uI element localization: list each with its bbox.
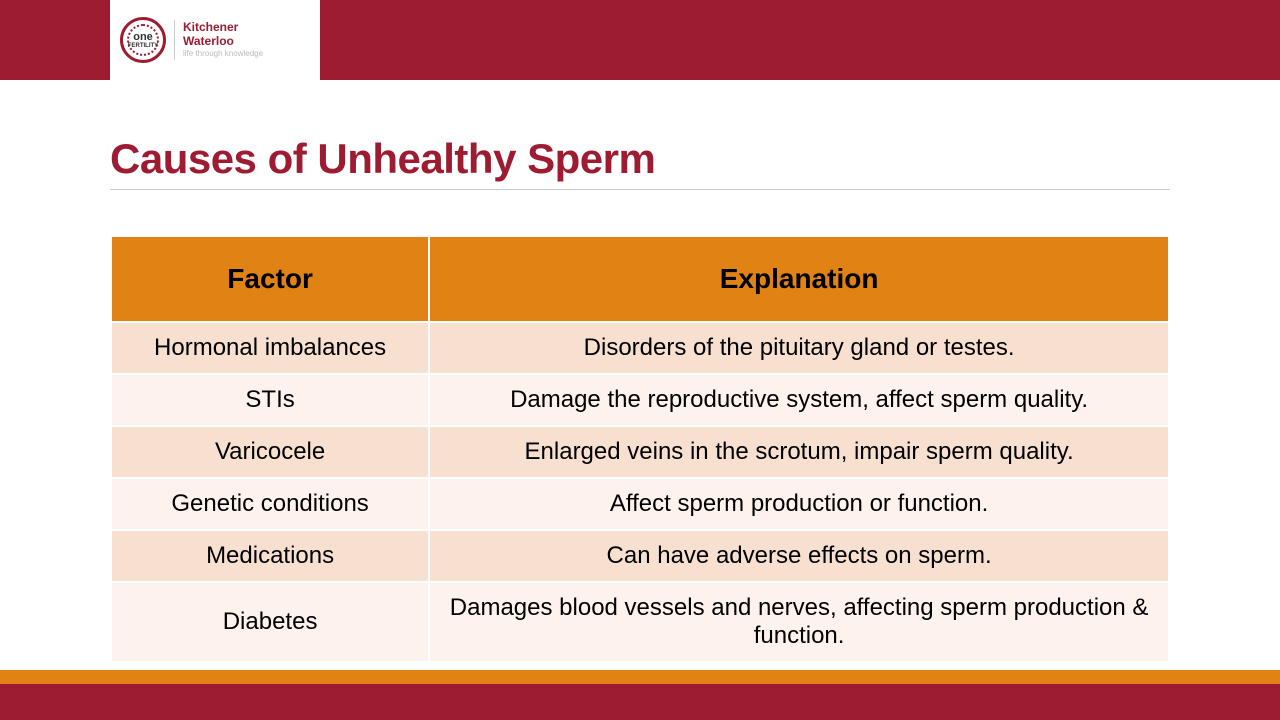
logo-right: Kitchener Waterloo life through knowledg…	[183, 21, 263, 58]
logo-location-2: Waterloo	[183, 35, 263, 48]
logo-inner-icon: one FERTILITY	[127, 24, 159, 56]
logo-circle-icon: one FERTILITY	[120, 17, 166, 63]
col-header-factor: Factor	[112, 237, 428, 321]
cell-explanation: Disorders of the pituitary gland or test…	[430, 323, 1168, 373]
logo-main: one	[133, 31, 153, 43]
cell-explanation: Can have adverse effects on sperm.	[430, 531, 1168, 581]
footer-maroon-bar	[0, 684, 1280, 720]
table-row: Hormonal imbalances Disorders of the pit…	[112, 323, 1168, 373]
page-title: Causes of Unhealthy Sperm	[110, 135, 1170, 190]
table-header-row: Factor Explanation	[112, 237, 1168, 321]
cell-factor: Genetic conditions	[112, 479, 428, 529]
footer	[0, 670, 1280, 720]
logo-text: one FERTILITY	[128, 32, 158, 49]
cell-explanation: Damages blood vessels and nerves, affect…	[430, 583, 1168, 661]
cell-factor: Varicocele	[112, 427, 428, 477]
col-header-explanation: Explanation	[430, 237, 1168, 321]
logo-divider	[174, 20, 175, 60]
logo-sub: FERTILITY	[128, 43, 158, 49]
cell-factor: STIs	[112, 375, 428, 425]
table-row: Diabetes Damages blood vessels and nerve…	[112, 583, 1168, 661]
footer-orange-bar	[0, 670, 1280, 684]
cell-factor: Diabetes	[112, 583, 428, 661]
logo-tagline: life through knowledge	[183, 50, 263, 59]
content: Causes of Unhealthy Sperm Factor Explana…	[0, 80, 1280, 663]
table-row: Medications Can have adverse effects on …	[112, 531, 1168, 581]
table-row: STIs Damage the reproductive system, aff…	[112, 375, 1168, 425]
header-bar: one FERTILITY Kitchener Waterloo life th…	[0, 0, 1280, 80]
logo-block: one FERTILITY Kitchener Waterloo life th…	[110, 0, 320, 80]
causes-table: Factor Explanation Hormonal imbalances D…	[110, 235, 1170, 663]
table-row: Varicocele Enlarged veins in the scrotum…	[112, 427, 1168, 477]
table-wrap: Factor Explanation Hormonal imbalances D…	[110, 235, 1170, 663]
cell-factor: Hormonal imbalances	[112, 323, 428, 373]
table-row: Genetic conditions Affect sperm producti…	[112, 479, 1168, 529]
cell-explanation: Damage the reproductive system, affect s…	[430, 375, 1168, 425]
logo-location-1: Kitchener	[183, 21, 263, 34]
cell-explanation: Enlarged veins in the scrotum, impair sp…	[430, 427, 1168, 477]
cell-explanation: Affect sperm production or function.	[430, 479, 1168, 529]
cell-factor: Medications	[112, 531, 428, 581]
